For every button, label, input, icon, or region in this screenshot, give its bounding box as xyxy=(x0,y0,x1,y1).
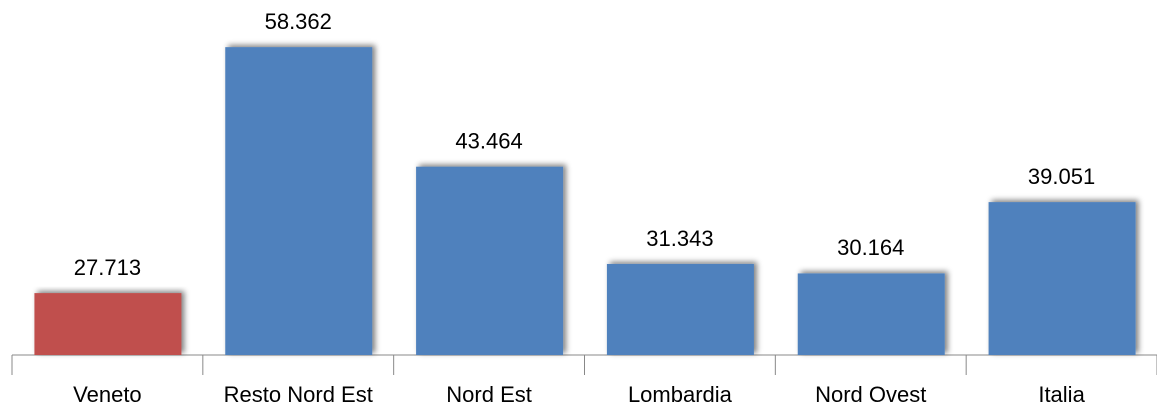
value-label: 30.164 xyxy=(837,235,904,260)
value-label: 31.343 xyxy=(646,226,713,251)
bar xyxy=(225,47,373,355)
x-tick-label: Nord Est xyxy=(446,382,532,407)
x-tick-label: Italia xyxy=(1038,382,1085,407)
x-tick-label: Lombardia xyxy=(628,382,733,407)
value-label: 58.362 xyxy=(265,9,332,34)
value-label: 43.464 xyxy=(455,129,522,154)
x-tick-label: Resto Nord Est xyxy=(224,382,373,407)
value-label: 39.051 xyxy=(1028,164,1095,189)
bar xyxy=(797,273,945,355)
value-label: 27.713 xyxy=(74,255,141,280)
bar xyxy=(606,263,754,355)
x-tick-label: Nord Ovest xyxy=(815,382,926,407)
bar xyxy=(416,166,564,355)
bar xyxy=(34,293,182,355)
bar xyxy=(988,202,1136,355)
x-tick-label: Veneto xyxy=(73,382,142,407)
